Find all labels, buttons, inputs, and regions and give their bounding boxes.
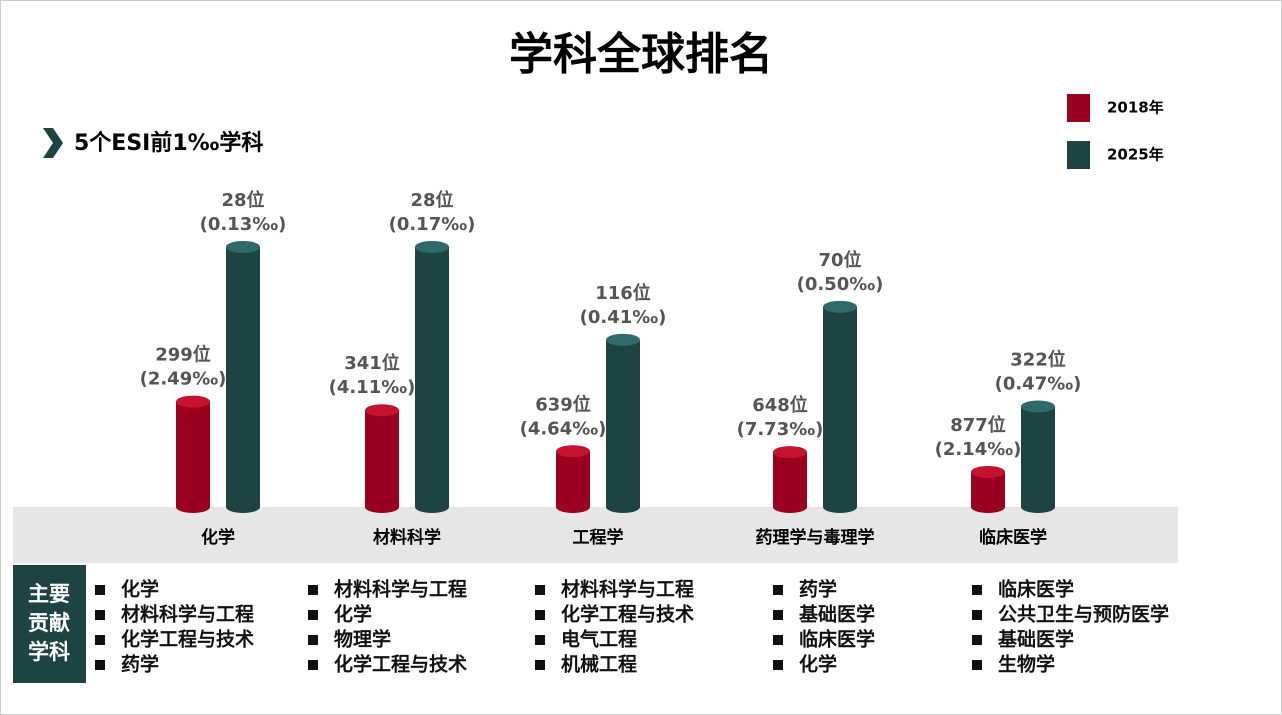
value-label: 28位 bbox=[410, 189, 453, 211]
bar-top bbox=[556, 445, 590, 458]
share-label: (2.49‰) bbox=[140, 369, 227, 390]
bullet bbox=[95, 635, 105, 645]
contributor-item: 化学工程与技术 bbox=[121, 628, 254, 651]
bullet bbox=[972, 585, 982, 595]
value-label: 322位 bbox=[1010, 349, 1066, 371]
contributor-item: 电气工程 bbox=[561, 628, 637, 651]
value-label: 70位 bbox=[818, 249, 861, 271]
bar-top bbox=[971, 465, 1005, 478]
bar-top bbox=[823, 300, 857, 313]
contributor-item: 基础医学 bbox=[997, 628, 1074, 651]
value-label: 648位 bbox=[752, 394, 808, 416]
contributor-item: 生物学 bbox=[998, 653, 1055, 676]
share-label: (4.11‰) bbox=[329, 377, 416, 398]
contributor-item: 材料科学与工程 bbox=[334, 578, 467, 601]
bullet bbox=[95, 660, 105, 670]
value-label: 341位 bbox=[344, 352, 400, 374]
bullet bbox=[308, 585, 318, 595]
contributor-item: 化学 bbox=[121, 578, 159, 601]
bar-top bbox=[365, 404, 399, 417]
bullet bbox=[535, 585, 545, 595]
share-label: (2.14‰) bbox=[935, 439, 1022, 460]
share-label: (0.50‰) bbox=[797, 274, 884, 295]
contributor-item: 化学 bbox=[334, 603, 372, 626]
bar-top bbox=[773, 446, 807, 459]
share-label: (4.64‰) bbox=[520, 418, 607, 439]
share-label: (0.41‰) bbox=[580, 307, 667, 328]
bullet bbox=[972, 635, 982, 645]
bar bbox=[226, 246, 260, 508]
x-tick-label: 工程学 bbox=[573, 527, 624, 548]
contributors-heading-box bbox=[13, 565, 86, 683]
legend-label: 2025年 bbox=[1107, 146, 1164, 164]
bullet bbox=[535, 635, 545, 645]
bullet bbox=[95, 585, 105, 595]
x-tick-label: 材料科学 bbox=[373, 527, 441, 548]
bullet bbox=[535, 610, 545, 620]
bar bbox=[556, 451, 590, 507]
x-tick-label: 药理学与毒理学 bbox=[756, 527, 875, 548]
share-label: (7.73‰) bbox=[737, 419, 824, 440]
bullet bbox=[773, 635, 783, 645]
value-label: 28位 bbox=[221, 189, 264, 211]
contributor-item: 物理学 bbox=[334, 628, 391, 651]
bar-top bbox=[415, 240, 449, 253]
bar bbox=[823, 306, 857, 507]
x-tick-label: 化学 bbox=[201, 527, 235, 548]
share-label: (0.13‰) bbox=[200, 214, 287, 235]
contributor-item: 化学工程与技术 bbox=[334, 653, 467, 676]
bullet bbox=[308, 660, 318, 670]
value-label: 299位 bbox=[155, 344, 211, 366]
contributor-item: 药学 bbox=[799, 578, 837, 601]
bullet bbox=[535, 660, 545, 670]
bar-top bbox=[606, 333, 640, 346]
contributors-heading: 学科 bbox=[28, 640, 70, 664]
bullet bbox=[308, 635, 318, 645]
value-label: 639位 bbox=[535, 393, 591, 415]
bullet bbox=[972, 610, 982, 620]
bullet bbox=[95, 610, 105, 620]
contributor-item: 材料科学与工程 bbox=[561, 578, 694, 601]
contributor-item: 机械工程 bbox=[561, 653, 637, 676]
bar-top bbox=[176, 395, 210, 408]
contributors-heading: 贡献 bbox=[28, 611, 70, 635]
bar bbox=[176, 401, 210, 507]
bullet bbox=[972, 660, 982, 670]
bar-top bbox=[226, 240, 260, 253]
bar bbox=[773, 452, 807, 507]
category-band bbox=[13, 507, 1178, 563]
bullet bbox=[773, 610, 783, 620]
chevron bbox=[43, 128, 63, 158]
bar bbox=[1021, 406, 1055, 507]
x-tick-label: 临床医学 bbox=[979, 527, 1047, 548]
value-label: 116位 bbox=[595, 282, 651, 304]
legend-swatch bbox=[1067, 94, 1090, 122]
bar-top bbox=[1021, 400, 1055, 413]
value-label: 877位 bbox=[950, 414, 1006, 436]
contributor-item: 临床医学 bbox=[799, 628, 875, 651]
contributors-heading: 主要 bbox=[28, 582, 70, 606]
share-label: (0.47‰) bbox=[995, 374, 1082, 395]
bar bbox=[606, 339, 640, 507]
bullet bbox=[308, 610, 318, 620]
contributor-item: 公共卫生与预防医学 bbox=[998, 603, 1169, 626]
chart-title: 学科全球排名 bbox=[509, 29, 773, 80]
contributor-item: 基础医学 bbox=[798, 603, 875, 626]
bullet bbox=[773, 585, 783, 595]
bar bbox=[365, 410, 399, 507]
contributor-item: 临床医学 bbox=[998, 578, 1074, 601]
legend-swatch bbox=[1067, 141, 1090, 169]
subtitle: 5个ESI前1‰学科 bbox=[74, 130, 263, 156]
bullet bbox=[773, 660, 783, 670]
bar bbox=[415, 246, 449, 508]
share-label: (0.17‰) bbox=[389, 214, 476, 235]
contributor-item: 化学 bbox=[799, 653, 837, 676]
contributor-item: 材料科学与工程 bbox=[121, 603, 254, 626]
contributor-item: 化学工程与技术 bbox=[561, 603, 694, 626]
contributor-item: 药学 bbox=[121, 653, 159, 676]
legend-label: 2018年 bbox=[1107, 99, 1164, 117]
